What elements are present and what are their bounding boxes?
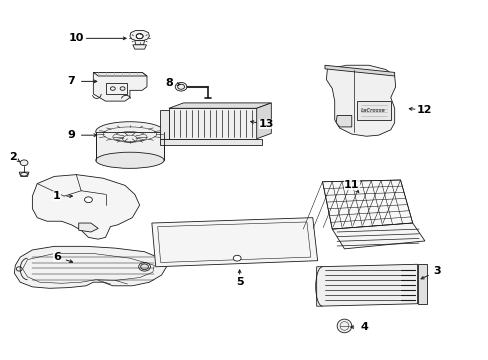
Polygon shape: [160, 110, 168, 139]
Polygon shape: [316, 264, 417, 306]
Circle shape: [139, 262, 150, 271]
Polygon shape: [168, 103, 271, 108]
Polygon shape: [325, 65, 394, 76]
Text: LaCrosse: LaCrosse: [361, 108, 386, 113]
Polygon shape: [326, 65, 395, 136]
Polygon shape: [152, 218, 317, 267]
Polygon shape: [322, 180, 412, 229]
Polygon shape: [135, 41, 144, 45]
Text: 6: 6: [53, 252, 61, 262]
Text: 5: 5: [235, 277, 243, 287]
Polygon shape: [133, 45, 146, 49]
Ellipse shape: [96, 152, 163, 168]
Ellipse shape: [336, 319, 351, 333]
Ellipse shape: [96, 122, 163, 141]
Polygon shape: [160, 139, 261, 145]
Polygon shape: [335, 116, 351, 127]
Polygon shape: [14, 246, 166, 288]
Text: 11: 11: [344, 180, 359, 190]
Polygon shape: [93, 72, 147, 101]
Polygon shape: [79, 223, 98, 232]
Text: 12: 12: [416, 105, 432, 115]
Text: 9: 9: [67, 130, 75, 140]
Circle shape: [233, 255, 241, 261]
Polygon shape: [93, 72, 147, 76]
Polygon shape: [32, 175, 140, 239]
Text: 4: 4: [359, 322, 367, 332]
Text: 7: 7: [67, 76, 75, 86]
Text: 10: 10: [68, 33, 84, 43]
Text: 13: 13: [258, 120, 274, 129]
Circle shape: [141, 264, 148, 270]
Text: 1: 1: [53, 191, 61, 201]
Polygon shape: [96, 132, 163, 160]
Circle shape: [136, 34, 143, 39]
Polygon shape: [356, 101, 390, 120]
Circle shape: [20, 160, 28, 166]
Text: 8: 8: [165, 78, 172, 88]
Polygon shape: [130, 31, 149, 41]
Circle shape: [84, 197, 92, 203]
Polygon shape: [256, 103, 271, 139]
Circle shape: [175, 82, 186, 91]
Polygon shape: [331, 223, 424, 249]
Text: 2: 2: [9, 152, 17, 162]
Polygon shape: [19, 172, 29, 176]
Polygon shape: [417, 264, 427, 304]
Polygon shape: [168, 108, 256, 139]
Text: 3: 3: [432, 266, 440, 276]
